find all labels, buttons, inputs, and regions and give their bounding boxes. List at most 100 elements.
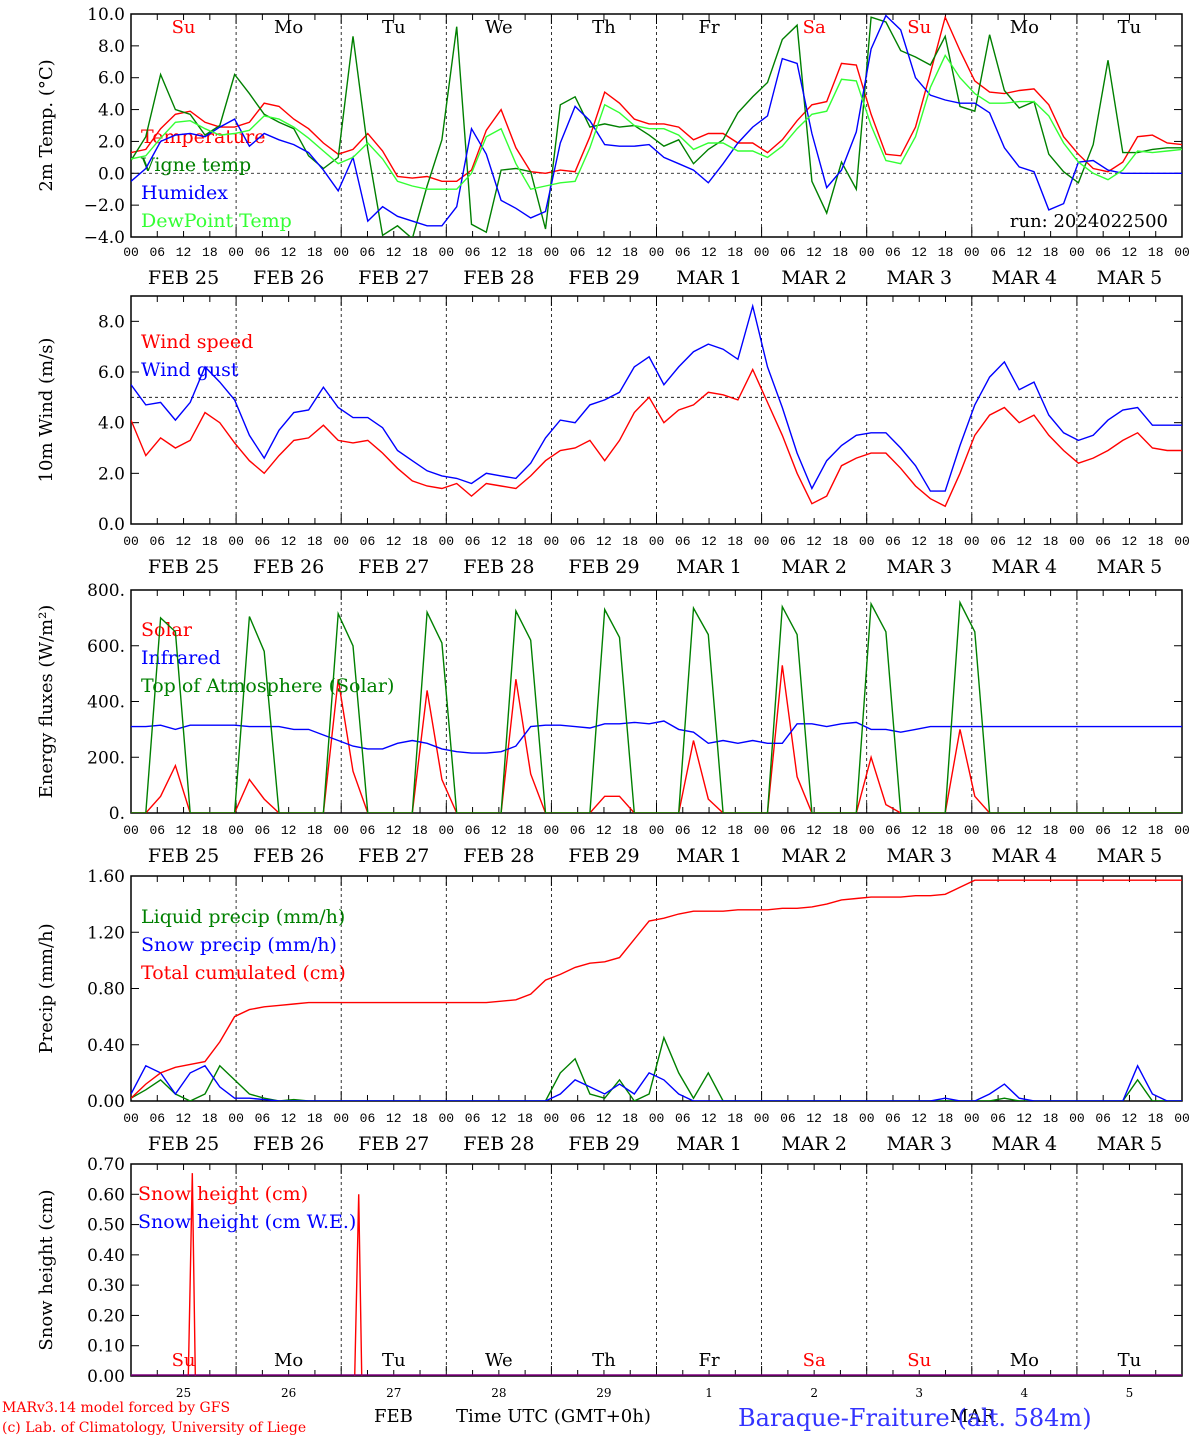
weekday-label: Tu — [382, 1350, 406, 1371]
hour-tick-label: 06 — [360, 245, 376, 260]
hour-tick-label: 18 — [728, 823, 744, 838]
hour-tick-label: 18 — [1148, 1111, 1164, 1126]
hour-tick-label: 12 — [596, 823, 612, 838]
hour-tick-label: 18 — [307, 1111, 323, 1126]
date-label: MAR 1 — [676, 845, 742, 867]
hour-tick-label: 00 — [964, 823, 980, 838]
y-tick-label: 0.60 — [87, 1185, 125, 1205]
date-label: FEB 29 — [568, 1133, 639, 1155]
plot-frame — [130, 589, 1183, 814]
weekday-label: We — [485, 17, 513, 38]
snow-spike — [354, 1194, 363, 1377]
hour-tick-label: 18 — [202, 1111, 218, 1126]
lab-credit: (c) Lab. of Climatology, University of L… — [2, 1420, 307, 1436]
weekday-label: We — [485, 1350, 513, 1371]
hour-tick-label: 00 — [859, 534, 875, 549]
weekday-label: Mo — [274, 1350, 303, 1371]
hour-tick-label: 18 — [202, 245, 218, 260]
hour-tick-label: 12 — [701, 823, 717, 838]
hour-tick-label: 18 — [622, 1111, 638, 1126]
hour-tick-label: 18 — [412, 245, 428, 260]
weekday-label: Mo — [1010, 17, 1039, 38]
series-line-precip-1 — [131, 1064, 1182, 1101]
station-title: Baraque-Fraiture (alt. 584m) — [738, 1404, 1092, 1432]
hour-tick-label: 18 — [412, 1111, 428, 1126]
snow-spike — [187, 1173, 197, 1377]
series-line-energy-1 — [131, 720, 1182, 754]
hour-tick-label: 18 — [938, 534, 954, 549]
model-credit: MARv3.14 model forced by GFS — [2, 1400, 231, 1416]
hour-tick-label: 12 — [1122, 1111, 1138, 1126]
hour-tick-label: 18 — [1043, 534, 1059, 549]
hour-tick-label: 12 — [806, 534, 822, 549]
y-tick-label: 1.60 — [87, 867, 125, 887]
hour-tick-label: 06 — [255, 245, 271, 260]
legend-entry: Total cumulated (cm) — [141, 962, 346, 984]
hour-tick-label: 00 — [228, 245, 244, 260]
hour-tick-label: 00 — [964, 245, 980, 260]
hour-tick-label: 06 — [465, 823, 481, 838]
hour-tick-label: 00 — [438, 534, 454, 549]
hour-tick-label: 06 — [360, 1111, 376, 1126]
date-label: FEB 27 — [358, 1133, 429, 1155]
hour-tick-label: 18 — [517, 534, 533, 549]
hour-tick-label: 18 — [622, 823, 638, 838]
hour-tick-label: 12 — [176, 1111, 192, 1126]
hour-tick-label: 00 — [438, 245, 454, 260]
legend-entry: DewPoint Temp — [141, 210, 292, 232]
y-tick-label: 1.20 — [87, 923, 125, 943]
date-label: FEB 28 — [463, 845, 534, 867]
hour-tick-label: 00 — [1069, 823, 1085, 838]
hour-tick-label: 06 — [780, 534, 796, 549]
hour-tick-label: 12 — [1017, 245, 1033, 260]
date-label: MAR 2 — [781, 556, 847, 578]
hour-tick-label: 06 — [990, 245, 1006, 260]
date-label: MAR 1 — [676, 1133, 742, 1155]
hour-tick-label: 06 — [465, 245, 481, 260]
panel-temp: 10.0 8.0 6.0 4.0 2.0 0.0 −2.0 −4.0 2m Temp. (°C)… — [36, 5, 1190, 289]
hour-tick-label: 12 — [281, 1111, 297, 1126]
hour-tick-label: 12 — [806, 823, 822, 838]
hour-tick-label: 18 — [938, 823, 954, 838]
hour-tick-label: 18 — [517, 245, 533, 260]
hour-tick-label: 12 — [1017, 1111, 1033, 1126]
weekday-label: Tu — [382, 17, 406, 38]
hour-tick-label: 12 — [491, 245, 507, 260]
y-axis-label: 2m Temp. (°C) — [36, 59, 57, 191]
y-tick-label: 0.0 — [98, 164, 125, 184]
legend-entry: Wind gust — [141, 359, 239, 381]
hour-tick-label: 00 — [544, 534, 560, 549]
hour-tick-label: 00 — [544, 245, 560, 260]
hour-tick-label: 12 — [806, 1111, 822, 1126]
day-number-label: 28 — [491, 1386, 506, 1400]
hour-tick-label: 18 — [833, 823, 849, 838]
y-tick-label: 0.50 — [87, 1216, 125, 1236]
hour-tick-label: 00 — [1069, 245, 1085, 260]
day-number-label: 5 — [1126, 1386, 1134, 1400]
hour-tick-label: 00 — [228, 534, 244, 549]
hour-tick-label: 06 — [570, 245, 586, 260]
hour-tick-label: 18 — [202, 823, 218, 838]
hour-tick-label: 06 — [360, 823, 376, 838]
hour-tick-label: 12 — [806, 245, 822, 260]
hour-tick-label: 18 — [833, 534, 849, 549]
series-line-precip-2 — [131, 879, 1182, 1099]
time-axis-label: Time UTC (GMT+0h) — [456, 1406, 651, 1427]
day-number-label: 27 — [386, 1386, 401, 1400]
hour-tick-label: 06 — [570, 823, 586, 838]
hour-tick-label: 00 — [649, 534, 665, 549]
hour-tick-label: 12 — [701, 1111, 717, 1126]
hour-tick-label: 12 — [911, 534, 927, 549]
y-tick-label: 6.0 — [98, 363, 125, 383]
date-label: FEB 26 — [253, 556, 324, 578]
hour-tick-label: 00 — [964, 534, 980, 549]
hour-tick-label: 00 — [123, 823, 139, 838]
legend-entry: Infrared — [141, 647, 221, 669]
weekday-label: Fr — [699, 17, 720, 38]
day-number-label: 25 — [176, 1386, 191, 1400]
hour-tick-label: 12 — [596, 1111, 612, 1126]
hour-tick-label: 18 — [517, 823, 533, 838]
hour-tick-label: 12 — [281, 534, 297, 549]
hour-tick-label: 18 — [307, 245, 323, 260]
y-tick-label: 6.0 — [98, 69, 125, 89]
